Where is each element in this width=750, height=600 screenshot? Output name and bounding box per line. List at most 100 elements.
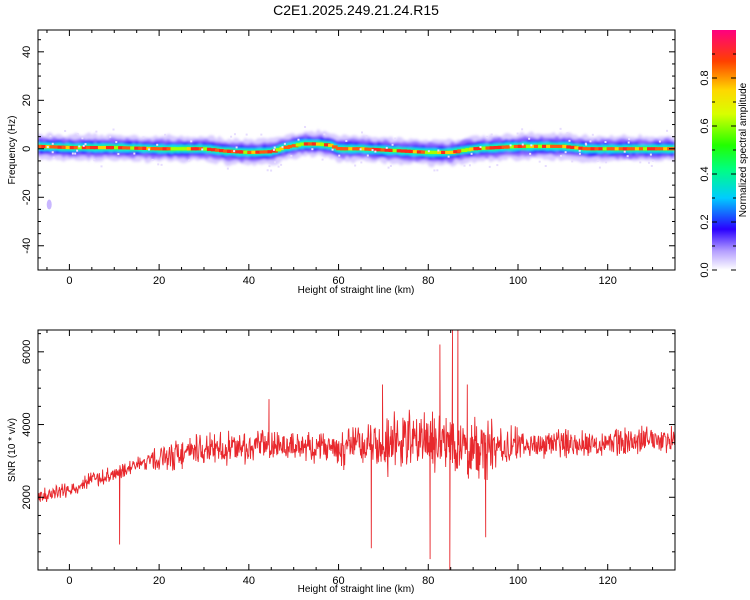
spectrogram-speckle — [626, 155, 629, 158]
spectrogram-speckle — [226, 167, 229, 170]
spectrogram-core-cell — [626, 147, 633, 151]
spectrogram-core-cell — [243, 150, 248, 154]
spectrogram-core-cell — [437, 150, 444, 155]
spectrogram-core-cell — [384, 148, 391, 152]
spectrogram-speckle — [628, 137, 631, 140]
spectrogram-speckle — [323, 133, 326, 136]
spectrogram-core-cell — [513, 144, 521, 149]
spectrogram-core-cell — [319, 142, 325, 147]
spectrogram-x-ticks: 0 20 40 60 80 100 120 — [46, 30, 676, 287]
spectrogram-core-cell — [138, 146, 146, 150]
spectrogram-core-cell — [210, 148, 217, 152]
spectrogram-speckle — [427, 150, 430, 153]
spectrogram-x-tick-label: 40 — [243, 275, 255, 287]
spectrogram-core-cell — [493, 145, 501, 150]
spectrogram-x-tick-label: 0 — [66, 275, 72, 287]
spectrogram-speckle — [52, 156, 55, 159]
spectrogram-speckle — [389, 164, 392, 167]
colorbar-gradient — [712, 30, 736, 270]
spectrogram-core-cell — [566, 145, 571, 149]
spectrogram-speckle — [463, 164, 466, 167]
spectrogram-speckle — [647, 161, 650, 164]
spectrogram-speckle — [544, 164, 547, 167]
colorbar-tick-label: 0.2 — [699, 214, 711, 229]
spectrogram-core-cell — [283, 145, 290, 149]
spectrogram-speckle — [112, 128, 115, 131]
spectrogram-core-cell — [562, 144, 567, 149]
spectrogram-core-cell — [586, 147, 593, 151]
spectrogram-core-cell — [57, 145, 65, 149]
spectrogram-core-cell — [469, 147, 475, 151]
spectrogram-core-cell — [380, 148, 386, 152]
snr-x-ticks: 0 20 40 60 80 100 120 — [46, 330, 676, 587]
spectrogram-core-cell — [122, 146, 127, 150]
spectrogram-speckle — [235, 146, 238, 149]
spectrogram-core-cell — [105, 145, 113, 150]
spectrogram-core-cell — [61, 145, 69, 149]
snr-x-tick-label: 0 — [66, 575, 72, 587]
spectrogram-speckle — [598, 166, 601, 169]
spectrogram-core-cell — [259, 150, 265, 154]
spectrogram-core-cell — [352, 147, 359, 151]
colorbar-ticks: 0.0 0.2 0.4 0.6 0.8 — [699, 53, 736, 278]
spectrogram-core-cell — [69, 145, 75, 150]
spectrogram-core-cell — [590, 147, 596, 151]
spectrogram-frame — [37, 29, 676, 271]
spectrogram-core-cell — [465, 148, 472, 152]
snr-series-line — [38, 330, 675, 570]
spectrogram-speckle — [268, 165, 271, 168]
spectrogram-speckle — [245, 133, 248, 136]
spectrogram-core-cell — [158, 147, 164, 151]
spectrogram-core-cell — [433, 150, 440, 155]
spectrogram-core-cell — [126, 146, 133, 150]
spectrogram-y-tick-label: -20 — [21, 189, 33, 205]
spectrogram-core-cell — [174, 147, 179, 151]
spectrogram-speckle — [273, 146, 276, 149]
spectrogram-core-cell — [651, 147, 658, 151]
spectrogram-speckle — [270, 169, 273, 172]
spectrogram-core-cell — [267, 150, 273, 154]
spectrogram-speckle — [272, 148, 275, 151]
spectrogram-speckle — [81, 137, 84, 140]
spectrogram-core-cell — [255, 150, 261, 154]
snr-x-tick-label: 60 — [332, 575, 344, 587]
spectrogram-y-ticks: -40 -20 0 20 40 — [21, 39, 675, 271]
spectrogram-core-cell — [642, 147, 648, 151]
spectrogram-core-cell — [206, 147, 212, 151]
spectrogram-core-cell — [392, 149, 397, 153]
spectrogram-core-cell — [537, 144, 545, 148]
spectrogram-core-cell — [162, 147, 169, 151]
spectrogram-speckle — [658, 140, 661, 143]
spectrogram-panel: 0 20 40 60 80 100 120 -40 -20 0 20 40 Height of st… — [7, 29, 676, 296]
spectrogram-core-cell — [223, 149, 230, 153]
spectrogram-speckle — [568, 139, 571, 142]
spectrogram-speckle — [528, 137, 531, 140]
spectrogram-speckle — [509, 144, 512, 147]
colorbar-tick-label: 0.0 — [699, 262, 711, 277]
spectrogram-core-cell — [190, 147, 197, 151]
snr-y-tick-label: 2000 — [21, 485, 33, 509]
spectrogram-core-cell — [332, 145, 338, 149]
spectrogram-y-axis-title: Frequency (Hz) — [7, 116, 18, 185]
spectrogram-speckle — [280, 163, 283, 166]
spectrogram-core-cell — [558, 144, 565, 148]
spectrogram-speckle — [479, 146, 482, 149]
spectrogram-speckle — [157, 163, 160, 166]
spectrogram-speckle — [76, 133, 79, 136]
spectrogram-speckle — [100, 165, 103, 168]
spectrogram-speckle — [374, 150, 377, 153]
colorbar-tick-label: 0.6 — [699, 118, 711, 133]
spectrogram-speckle — [297, 138, 300, 141]
spectrogram-core-cell — [53, 145, 60, 149]
spectrogram-core-cell — [166, 147, 172, 151]
spectrogram-speckle — [142, 136, 145, 139]
spectrogram-y-tick-label: -40 — [21, 238, 33, 254]
spectrogram-core-cell — [247, 150, 254, 155]
spectrogram-speckle — [338, 154, 341, 157]
spectrogram-core-cell — [251, 150, 259, 154]
spectrogram-core-cell — [271, 149, 278, 153]
spectrogram-core-cell — [533, 144, 539, 148]
spectrogram-core-cell — [424, 150, 432, 154]
spectrogram-speckle — [156, 143, 159, 146]
spectrogram-core-cell — [509, 145, 516, 149]
